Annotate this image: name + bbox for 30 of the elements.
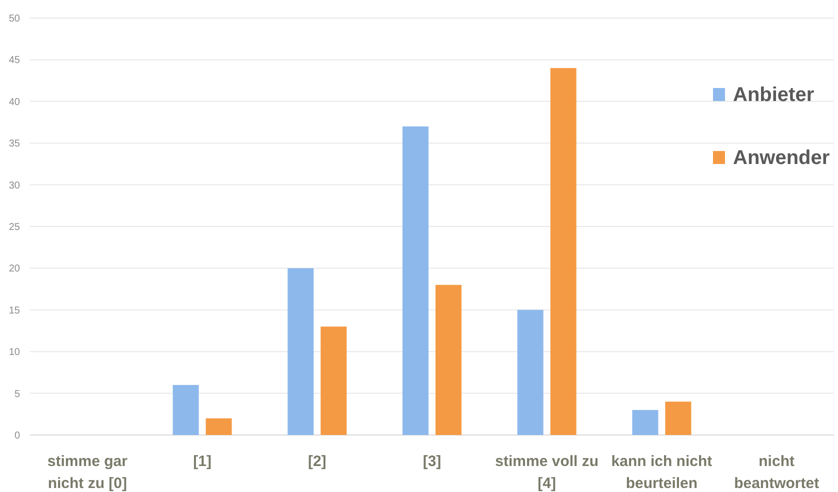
y-tick-label: 30 (8, 180, 20, 192)
y-tick-label: 50 (8, 14, 20, 24)
bar (436, 284, 462, 435)
x-tick-label: nicht beantwortet (734, 453, 820, 492)
bar (550, 68, 576, 435)
y-tick-label: 25 (8, 222, 20, 233)
bar (206, 418, 232, 435)
legend-label: Anbieter (733, 84, 814, 106)
bar (172, 384, 199, 435)
x-tick-label: [1] (193, 453, 212, 470)
x-tick-label: [2] (308, 453, 326, 470)
bar (632, 410, 658, 435)
y-tick-label: 15 (8, 305, 20, 316)
legend-label: Anwender (733, 147, 830, 169)
y-tick-label: 10 (8, 347, 20, 358)
y-tick-label: 45 (8, 55, 20, 66)
y-tick-label: 20 (8, 264, 20, 275)
bar (288, 268, 314, 435)
y-tick-label: 0 (14, 430, 20, 442)
bar (402, 126, 428, 435)
y-tick-label: 5 (14, 388, 20, 400)
x-tick-label: [3] (422, 453, 442, 470)
bar (665, 402, 692, 435)
x-tick-label: stimme voll zu [4] (495, 453, 599, 492)
x-tick-label: stimme gar nicht zu [0] (47, 453, 128, 492)
y-tick-label: 40 (8, 96, 20, 108)
y-tick-label: 35 (8, 138, 20, 150)
x-tick-label: kann ich nicht beurteilen (611, 453, 712, 492)
bar (320, 326, 347, 435)
bar (517, 310, 544, 435)
